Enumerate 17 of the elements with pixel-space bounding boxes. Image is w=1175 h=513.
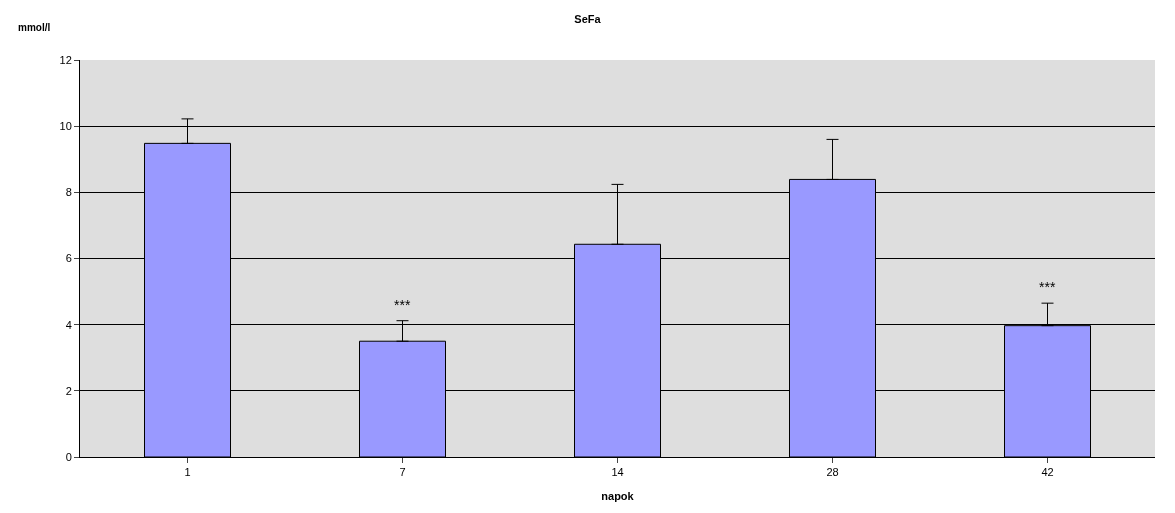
y-tick-label: 10 [59,120,72,133]
annotation: *** [394,297,411,313]
x-tick-label: 1 [184,466,191,479]
x-tick-label: 7 [399,466,406,479]
x-tick-label: 42 [1041,466,1054,479]
y-tick-label: 6 [65,252,72,265]
y-tick-label: 8 [65,186,72,199]
x-tick-label: 14 [611,466,624,479]
chart-title: SeFa [574,13,602,26]
x-axis-title: napok [601,490,635,503]
y-axis-title: mmol/l [18,22,51,33]
y-tick-label: 2 [65,384,72,397]
annotation: *** [1039,279,1056,295]
y-tick-label: 12 [59,53,72,66]
x-tick-label: 28 [826,466,839,479]
y-tick-label: 4 [65,318,72,331]
y-tick-label: 0 [65,450,72,463]
